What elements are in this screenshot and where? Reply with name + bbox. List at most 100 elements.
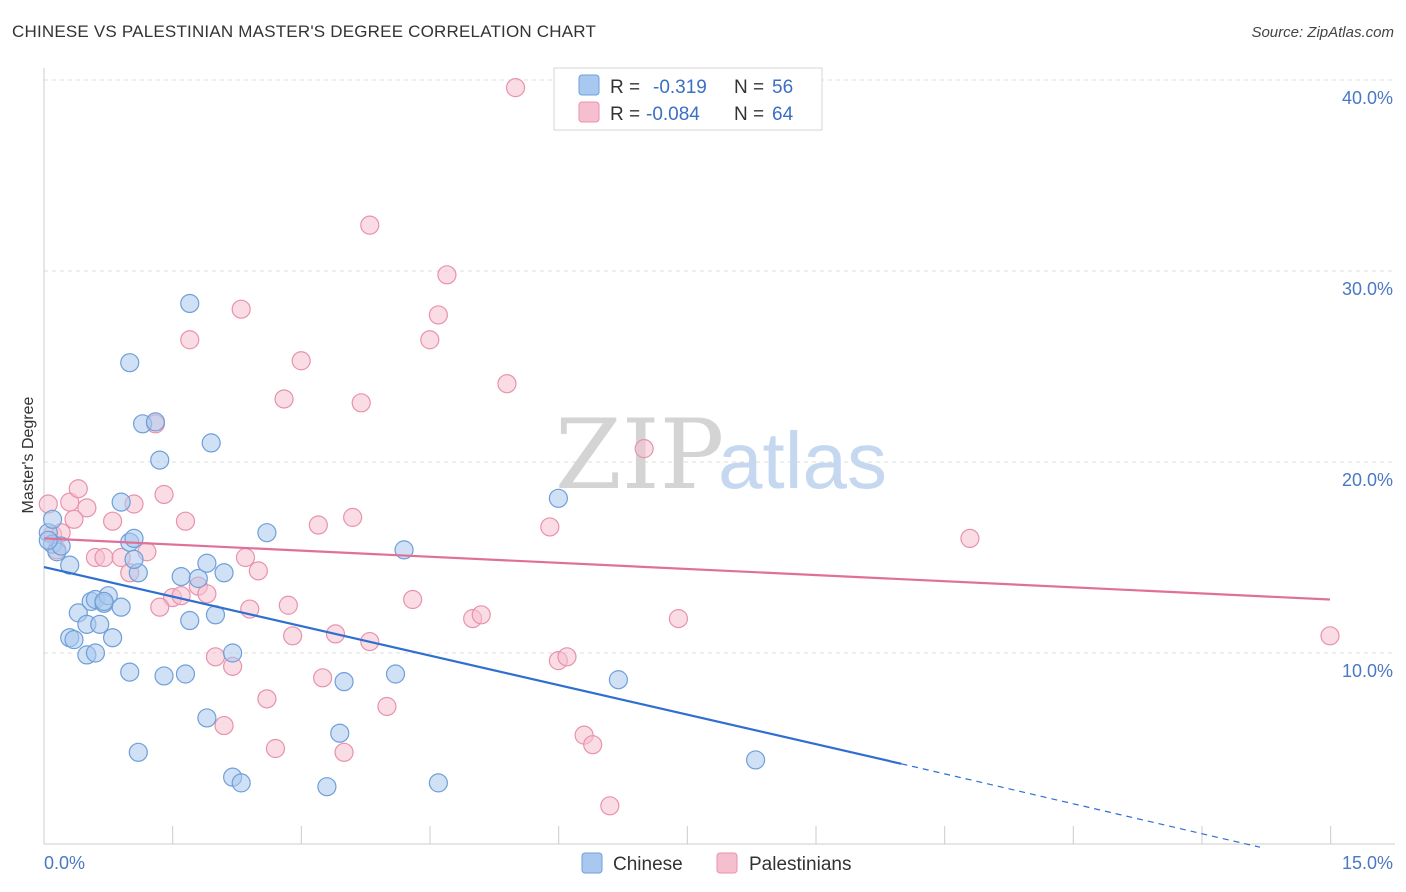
legend-r-label-palestinians: R = — [610, 104, 640, 125]
palestinians-point-9 — [102, 511, 123, 531]
chinese-point-25 — [124, 549, 144, 570]
top-legend: R = -0.319 N = 56 R = -0.084 N = 64 — [553, 67, 823, 131]
chinese-point-21 — [124, 528, 144, 549]
palestinians-point-54 — [557, 647, 577, 667]
chinese-point-47 — [334, 672, 354, 692]
grid-lines — [44, 79, 1395, 654]
palestinians-point-34 — [291, 351, 311, 371]
palestinians-point-47 — [437, 265, 457, 285]
palestinians-point-61 — [1320, 626, 1340, 646]
bottom-legend-label-chinese: Chinese — [613, 854, 683, 875]
palestinians-point-30 — [265, 738, 286, 759]
palestinians-point-45 — [420, 330, 440, 350]
bottom-legend-label-palestinians: Palestinians — [749, 854, 851, 875]
chinese-point-31 — [214, 563, 234, 583]
axes — [43, 68, 1395, 845]
palestinians-point-29 — [257, 689, 277, 709]
chinese-trend-line — [43, 565, 902, 765]
bottom-legend: Chinese Palestinians — [581, 852, 851, 875]
y-tick-label-10: 10.0% — [1342, 661, 1393, 681]
y-tick-label-40: 40.0% — [1342, 88, 1393, 108]
chinese-point-23 — [145, 412, 166, 432]
chinese-point-27 — [180, 610, 200, 631]
palestinians-point-22 — [205, 647, 226, 667]
palestinians-point-23 — [214, 715, 234, 736]
chinese-point-41 — [120, 353, 140, 373]
chinese-point-42 — [111, 492, 131, 512]
chinese-point-7 — [64, 630, 84, 650]
y-tick-labels: 10.0% 20.0% 30.0% 40.0% — [1342, 88, 1393, 681]
chinese-point-4 — [60, 555, 80, 575]
chinese-point-32 — [223, 643, 243, 663]
palestinians-point-38 — [334, 742, 354, 762]
chinese-point-29 — [197, 553, 217, 573]
bottom-legend-swatch-chinese — [581, 852, 603, 874]
chinese-point-48 — [385, 664, 406, 684]
palestinians-point-40 — [351, 393, 371, 413]
y-axis-title: Master's Degree — [20, 396, 37, 513]
chinese-point-18 — [111, 597, 131, 617]
chart-title: CHINESE VS PALESTINIAN MASTER'S DEGREE C… — [12, 22, 597, 41]
source-label: Source: ZipAtlas.com — [1251, 24, 1394, 41]
palestinians-point-52 — [540, 517, 560, 537]
palestinians-point-28 — [248, 561, 268, 581]
palestinians-point-19 — [180, 330, 200, 350]
chinese-point-44 — [257, 523, 277, 543]
palestinians-point-49 — [471, 605, 491, 625]
legend-n-label-palestinians: N = — [734, 104, 764, 125]
chinese-point-33 — [120, 662, 140, 682]
palestinians-point-15 — [154, 484, 174, 505]
palestinians-point-50 — [497, 374, 517, 394]
palestinians-point-5 — [68, 479, 88, 499]
palestinians-point-26 — [235, 547, 256, 568]
palestinians-point-33 — [283, 626, 303, 646]
trend-lines — [43, 537, 1331, 848]
y-tick-label-20: 20.0% — [1342, 470, 1393, 490]
palestinians-point-60 — [960, 528, 980, 549]
palestinians-point-44 — [403, 589, 423, 610]
palestinians-point-58 — [634, 439, 654, 459]
chinese-point-17 — [85, 643, 106, 663]
chinese-point-45 — [317, 777, 337, 797]
palestinians-point-36 — [313, 668, 333, 688]
palestinians-trend-line — [43, 537, 1331, 601]
legend-n-value-chinese: 56 — [772, 77, 793, 98]
palestinians-point-8 — [94, 547, 114, 568]
legend-swatch-palestinians — [578, 101, 600, 123]
palestinians-point-43 — [377, 696, 397, 717]
chinese-point-24 — [150, 450, 170, 470]
watermark-atlas: atlas — [718, 416, 887, 505]
legend-r-label-chinese: R = — [610, 77, 640, 98]
legend-n-value-palestinians: 64 — [772, 104, 794, 125]
chinese-point-37 — [128, 742, 148, 762]
chinese-point-53 — [745, 750, 766, 770]
palestinians-point-32 — [278, 595, 298, 615]
palestinians-point-51 — [505, 78, 526, 98]
palestinians-point-18 — [175, 511, 196, 531]
palestinians-point-59 — [668, 609, 689, 629]
chinese-point-28 — [188, 568, 208, 589]
chinese-points — [38, 293, 766, 797]
y-tick-label-30: 30.0% — [1342, 279, 1393, 299]
legend-n-label-chinese: N = — [734, 77, 764, 98]
palestinians-point-46 — [428, 305, 448, 325]
chinese-point-5 — [42, 509, 63, 529]
palestinians-point-6 — [77, 498, 97, 518]
palestinians-point-63 — [150, 597, 170, 617]
legend-r-value-chinese: -0.319 — [653, 77, 707, 98]
x-tick-label-max: 15.0% — [1342, 853, 1393, 873]
chinese-point-43 — [201, 433, 221, 453]
legend-swatch-chinese — [578, 74, 600, 96]
palestinians-point-25 — [231, 299, 251, 319]
x-tick-labels: 0.0% 15.0% — [44, 853, 1393, 873]
chinese-point-54 — [38, 530, 58, 550]
chinese-point-50 — [428, 773, 448, 793]
watermark: ZIP atlas — [555, 399, 887, 511]
chinese-point-15 — [102, 628, 123, 648]
chinese-point-46 — [330, 723, 350, 743]
bottom-legend-swatch-palestinians — [716, 852, 738, 874]
palestinians-point-41 — [360, 215, 380, 235]
chinese-point-55 — [94, 591, 114, 612]
palestinians-point-35 — [308, 515, 328, 535]
